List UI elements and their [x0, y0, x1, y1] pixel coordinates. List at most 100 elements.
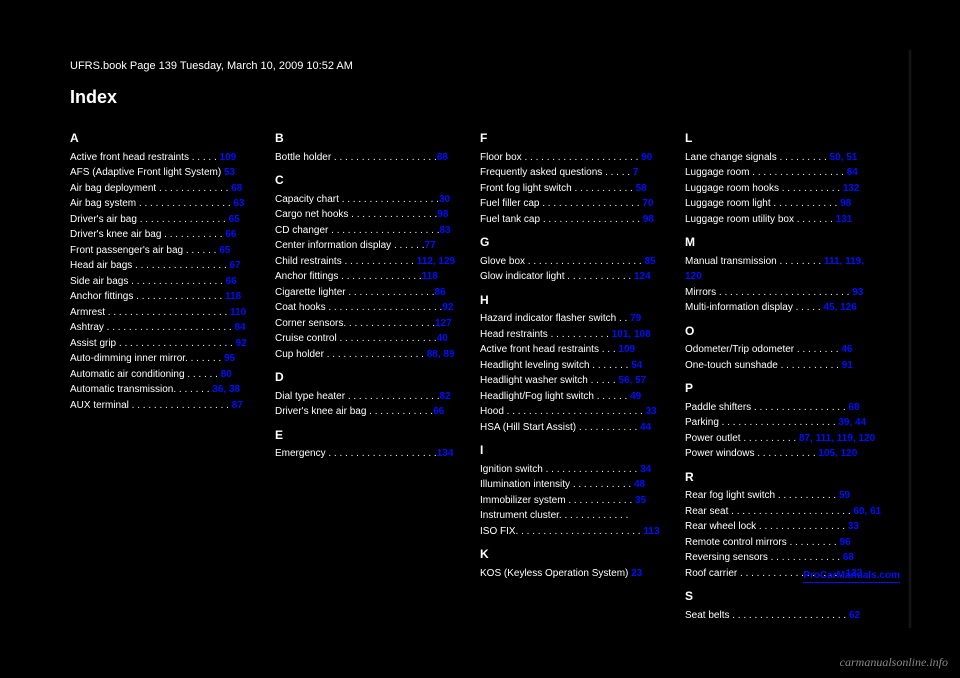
index-page-link[interactable]: 33 [646, 406, 657, 417]
index-page-link[interactable]: 84 [234, 322, 245, 333]
index-page-link[interactable]: 23 [631, 568, 642, 579]
index-page-link[interactable]: 53 [224, 167, 235, 178]
index-page-link[interactable]: 46 [841, 344, 852, 355]
index-entry-text: Glove box . . . . . . . . . . . . . . . … [480, 256, 645, 267]
index-entry: Ashtray . . . . . . . . . . . . . . . . … [70, 320, 267, 336]
index-page-link[interactable]: 83 [440, 225, 451, 236]
source-website-link[interactable]: ProCarManuals.com [803, 570, 900, 583]
index-page-link[interactable]: 66 [433, 406, 444, 417]
index-page-link[interactable]: 62 [849, 610, 860, 621]
index-page-link[interactable]: 40 [437, 333, 448, 344]
index-page-link[interactable]: 33 [848, 521, 859, 532]
index-page-link[interactable]: 88 [437, 152, 448, 163]
index-page-link[interactable]: 65 [229, 214, 240, 225]
index-entry: Reversing sensors . . . . . . . . . . . … [685, 550, 882, 566]
index-page-link[interactable]: 112, 129 [417, 256, 455, 267]
index-page-link[interactable]: 63 [233, 198, 244, 209]
index-page-link[interactable]: 67 [230, 260, 241, 271]
index-page-link[interactable]: 118 [422, 271, 438, 282]
index-page-link[interactable]: 82 [440, 391, 451, 402]
index-page-link[interactable]: 39, 44 [838, 417, 866, 428]
index-entry-text: Seat belts . . . . . . . . . . . . . . .… [685, 610, 849, 621]
index-page-link[interactable]: 131 [836, 214, 853, 225]
index-page-link[interactable]: 134 [437, 448, 454, 459]
index-page-link[interactable]: 113 [643, 526, 659, 537]
index-page-link[interactable]: 110 [230, 307, 246, 318]
index-page-link[interactable]: 105, 120 [818, 448, 857, 459]
index-entry: Child restraints . . . . . . . . . . . .… [275, 254, 472, 270]
index-page-link[interactable]: 66 [226, 276, 237, 287]
index-page-link[interactable]: 79 [630, 313, 641, 324]
index-page-link[interactable]: 132 [843, 183, 860, 194]
index-page-link[interactable]: 87, 111, 119, 120 [799, 433, 875, 444]
index-page-link[interactable]: 90 [641, 152, 652, 163]
index-page-link[interactable]: 124 [634, 271, 651, 282]
index-entry-text: Floor box . . . . . . . . . . . . . . . … [480, 152, 641, 163]
index-page-link[interactable]: 68 [848, 402, 859, 413]
index-section-letter: R [685, 468, 882, 487]
index-page-link[interactable]: 50, 51 [830, 152, 858, 163]
index-entry-text: Corner sensors. . . . . . . . . . . . . … [275, 318, 435, 329]
index-entry-text: Multi-information display . . . . . [685, 302, 823, 313]
index-page-link[interactable]: 84 [847, 167, 858, 178]
index-section-letter: I [480, 441, 677, 460]
index-page-link[interactable]: 118 [225, 291, 241, 302]
index-page-link[interactable]: 49 [630, 391, 641, 402]
index-page-link[interactable]: 36, 38 [212, 384, 240, 395]
index-entry-text: Lane change signals . . . . . . . . . [685, 152, 830, 163]
index-page-link[interactable]: 56, 57 [618, 375, 646, 386]
index-page-link[interactable]: 48 [634, 479, 645, 490]
index-entry-text: Anchor fittings . . . . . . . . . . . . … [275, 271, 422, 282]
index-page-link[interactable]: 30 [439, 194, 450, 205]
index-entry-text: CD changer . . . . . . . . . . . . . . .… [275, 225, 440, 236]
index-page-link[interactable]: 58 [636, 183, 647, 194]
index-page-link[interactable]: 92 [442, 302, 453, 313]
index-page-link[interactable]: 92 [236, 338, 247, 349]
index-page-link[interactable]: 98 [840, 198, 851, 209]
index-page-link[interactable]: 95 [224, 353, 235, 364]
index-page-link[interactable]: 66 [225, 229, 236, 240]
index-entry-text: Air bag deployment . . . . . . . . . . .… [70, 183, 231, 194]
index-entry: AUX terminal . . . . . . . . . . . . . .… [70, 398, 267, 414]
index-entry-text: Hazard indicator flasher switch . . [480, 313, 630, 324]
index-entry: Headlight/Fog light switch . . . . . . 4… [480, 389, 677, 405]
index-page-link[interactable]: 127 [435, 318, 452, 329]
index-page-link[interactable]: 91 [842, 360, 853, 371]
index-page-link[interactable]: 88, 89 [427, 349, 455, 360]
page-header: UFRS.book Page 139 Tuesday, March 10, 20… [50, 50, 910, 82]
index-page-link[interactable]: 45, 126 [823, 302, 856, 313]
index-page-link[interactable]: 65 [219, 245, 230, 256]
index-entry: KOS (Keyless Operation System) 23 [480, 566, 677, 582]
index-page-link[interactable]: 44 [640, 422, 651, 433]
index-page-link[interactable]: 109 [220, 152, 237, 163]
index-entry-text: Luggage room hooks . . . . . . . . . . . [685, 183, 843, 194]
index-page-link[interactable]: 7 [633, 167, 639, 178]
index-page-link[interactable]: 80 [221, 369, 232, 380]
index-entry-text: ISO FIX. . . . . . . . . . . . . . . . .… [480, 526, 643, 537]
index-page-link[interactable]: 68 [231, 183, 242, 194]
index-page-link[interactable]: 86 [435, 287, 446, 298]
index-entry: Headlight washer switch . . . . . 56, 57 [480, 373, 677, 389]
index-page-link[interactable]: 96 [839, 537, 850, 548]
index-page-link[interactable]: 35 [635, 495, 646, 506]
index-page-link[interactable]: 54 [631, 360, 642, 371]
index-entry: Odometer/Trip odometer . . . . . . . . 4… [685, 342, 882, 358]
index-page-link[interactable]: 34 [640, 464, 651, 475]
index-page-link[interactable]: 109 [618, 344, 635, 355]
index-entry-text: Headlight leveling switch . . . . . . . [480, 360, 631, 371]
index-entry: Auto-dimming inner mirror. . . . . . . 9… [70, 351, 267, 367]
index-page-link[interactable]: 87 [232, 400, 243, 411]
index-page-link[interactable]: 70 [642, 198, 653, 209]
index-entry: Anchor fittings . . . . . . . . . . . . … [275, 269, 472, 285]
index-page-link[interactable]: 101, 108 [612, 329, 651, 340]
index-entry-text: Side air bags . . . . . . . . . . . . . … [70, 276, 226, 287]
index-page-link[interactable]: 98 [643, 214, 654, 225]
index-page-link[interactable]: 93 [852, 287, 863, 298]
index-page-link[interactable]: 68 [843, 552, 854, 563]
index-page-link[interactable]: 85 [645, 256, 656, 267]
index-page-link[interactable]: 77 [425, 240, 436, 251]
index-page-link[interactable]: 59 [839, 490, 850, 501]
index-entry: Hazard indicator flasher switch . . 79 [480, 311, 677, 327]
index-page-link[interactable]: 98 [437, 209, 448, 220]
index-page-link[interactable]: 60, 61 [853, 506, 881, 517]
